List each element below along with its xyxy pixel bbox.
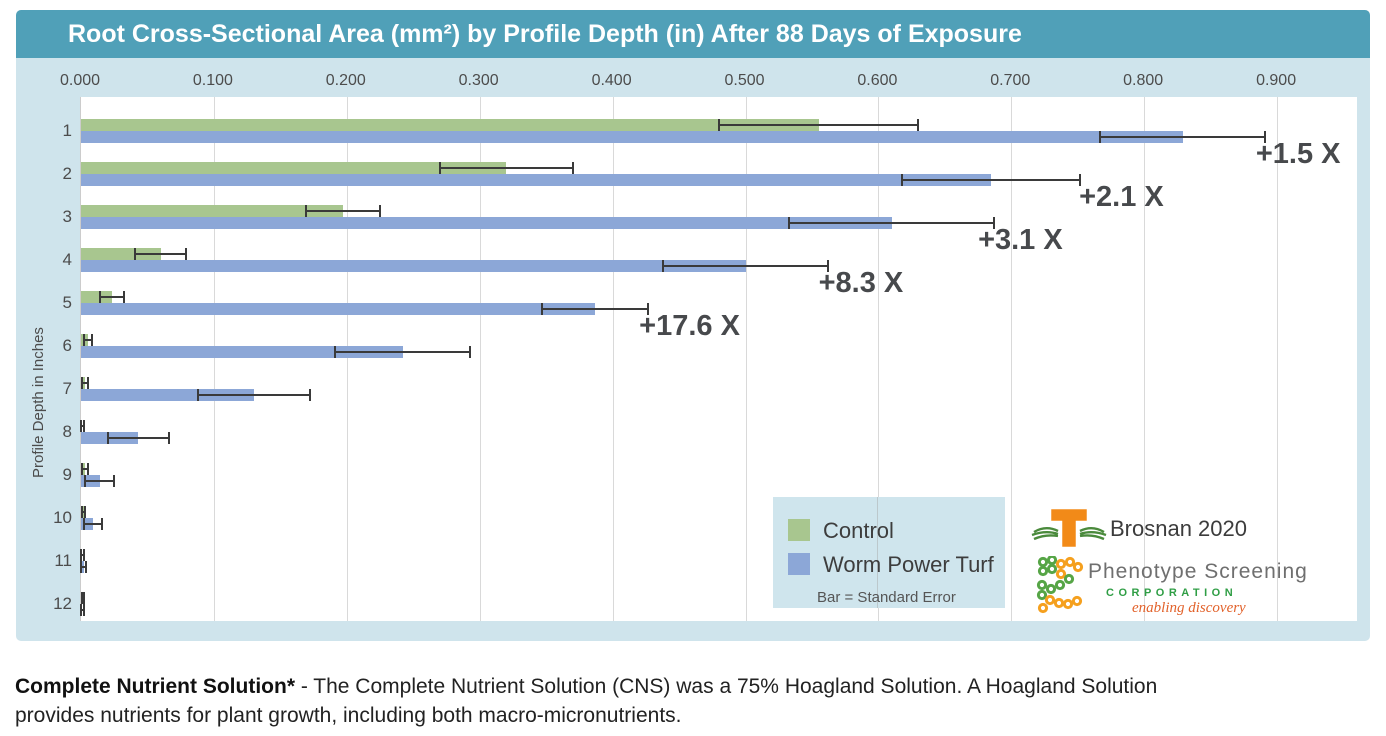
bar-worm-power-turf-depth-7 [81,389,254,401]
x-tick-label: 0.800 [1123,72,1164,89]
ratio-annotation-depth-1: +1.5 X [1255,138,1341,170]
gridline [213,97,215,621]
gridline [346,97,348,621]
error-bar-control-depth-3 [304,205,382,217]
legend-swatch-control [788,519,810,541]
x-tick-label: 0.500 [724,72,765,89]
error-bar-control-depth-1 [717,119,920,131]
error-bar-control-depth-7 [81,377,90,389]
phenotype-corporation: CORPORATION [1106,587,1238,599]
x-tick-label: 0.600 [857,72,898,89]
y-tick-label: 11 [54,551,72,570]
brosnan-credit: Brosnan 2020 [1110,516,1247,541]
footnote: Complete Nutrient Solution* - The Comple… [15,672,1375,730]
chart-title: Root Cross-Sectional Area (mm²) by Profi… [68,20,1022,48]
y-tick-label: 4 [62,250,72,269]
y-tick-label: 3 [62,207,72,226]
ratio-annotation-depth-2: +2.1 X [1079,181,1164,213]
error-bar-worm-power-turf-depth-11 [79,561,88,573]
footnote-line2: provides nutrients for plant growth, inc… [15,704,682,727]
error-bar-control-depth-9 [81,463,90,475]
x-tick-label: 0.000 [59,72,101,89]
error-bar-worm-power-turf-depth-7 [196,389,311,401]
gridline [612,97,614,621]
footnote-line1: - The Complete Nutrient Solution (CNS) w… [295,675,1158,698]
ratio-annotation-depth-5: +17.6 X [639,310,740,342]
x-tick-label: 0.200 [325,72,366,89]
phenotype-name: Phenotype Screening [1088,560,1308,583]
university-t-logo-icon [1031,506,1107,550]
chart-title-bar: Root Cross-Sectional Area (mm²) by Profi… [16,10,1370,58]
error-bar-worm-power-turf-depth-4 [662,260,829,272]
error-bar-control-depth-8 [80,420,85,432]
bar-worm-power-turf-depth-2 [81,174,992,186]
y-tick-label: 2 [62,164,72,183]
error-bar-worm-power-turf-depth-10 [82,518,103,530]
bar-control-depth-4 [81,248,161,260]
gridline [1144,97,1146,621]
chart-panel: Root Cross-Sectional Area (mm²) by Profi… [16,10,1370,641]
x-tick-label: 0.400 [591,72,632,89]
y-tick-label: 1 [62,121,72,140]
legend-label-control: Control [823,518,894,543]
bar-worm-power-turf-depth-1 [81,131,1183,143]
ratio-annotation-depth-3: +3.1 X [978,224,1063,256]
error-bar-worm-power-turf-depth-2 [901,174,1082,186]
error-bar-worm-power-turf-depth-5 [541,303,650,315]
x-tick-label: 0.900 [1256,72,1297,89]
error-bar-control-depth-12 [80,592,85,604]
error-bar-worm-power-turf-depth-12 [80,604,85,616]
error-bar-control-depth-11 [80,549,85,561]
phenotype-screening-logo-icon [1036,556,1084,614]
gridline [1277,97,1279,621]
bar-worm-power-turf-depth-5 [81,303,596,315]
y-tick-label: 9 [62,465,72,484]
x-axis: 0.000 0.100 0.200 0.300 0.400 0.500 0.600 0.700… [16,58,1370,97]
x-tick-label: 0.300 [458,72,499,89]
bar-control-depth-1 [81,119,819,131]
phenotype-screening-credit: Phenotype Screening CORPORATION enabling… [1088,560,1308,617]
bar-control-depth-3 [81,205,343,217]
gridline [479,97,481,621]
y-tick-label: 10 [53,508,72,527]
error-bar-worm-power-turf-depth-9 [83,475,116,487]
y-tick-label: 5 [62,293,72,312]
plot-area: +1.5 X +2.1 X +3.1 X +8.3 X +17.6 X [79,97,1357,621]
error-bar-control-depth-4 [134,248,187,260]
bar-control-depth-2 [81,162,507,174]
y-tick-label: 8 [62,422,72,441]
ratio-annotation-depth-4: +8.3 X [818,267,904,299]
legend-swatch-worm-power-turf [788,553,810,575]
error-bar-worm-power-turf-depth-1 [1099,131,1266,143]
error-bar-worm-power-turf-depth-6 [333,346,471,358]
bar-control-depth-5 [81,291,112,303]
error-bar-control-depth-6 [82,334,93,346]
gridline [877,497,878,608]
error-bar-control-depth-5 [98,291,125,303]
x-tick-label: 0.700 [990,72,1031,89]
x-tick-label: 0.100 [192,72,233,89]
error-bar-control-depth-10 [81,506,86,518]
legend-label-worm-power-turf: Worm Power Turf [823,552,994,577]
legend: Control Worm Power Turf Bar = Standard E… [773,497,1005,608]
y-tick-label: 6 [62,336,72,355]
legend-note: Bar = Standard Error [817,589,956,606]
bar-worm-power-turf-depth-4 [81,260,746,272]
gridline [878,97,880,621]
error-bar-worm-power-turf-depth-3 [788,217,995,229]
gridline [745,97,747,621]
error-bar-control-depth-2 [438,162,574,174]
gridline [1011,97,1013,621]
bar-worm-power-turf-depth-3 [81,217,892,229]
y-tick-label: 12 [53,594,72,613]
phenotype-tagline: enabling discovery [1132,600,1246,616]
error-bar-worm-power-turf-depth-8 [106,432,170,444]
footnote-term: Complete Nutrient Solution* [15,675,295,698]
y-tick-label: 7 [62,379,72,398]
bar-worm-power-turf-depth-6 [81,346,403,358]
